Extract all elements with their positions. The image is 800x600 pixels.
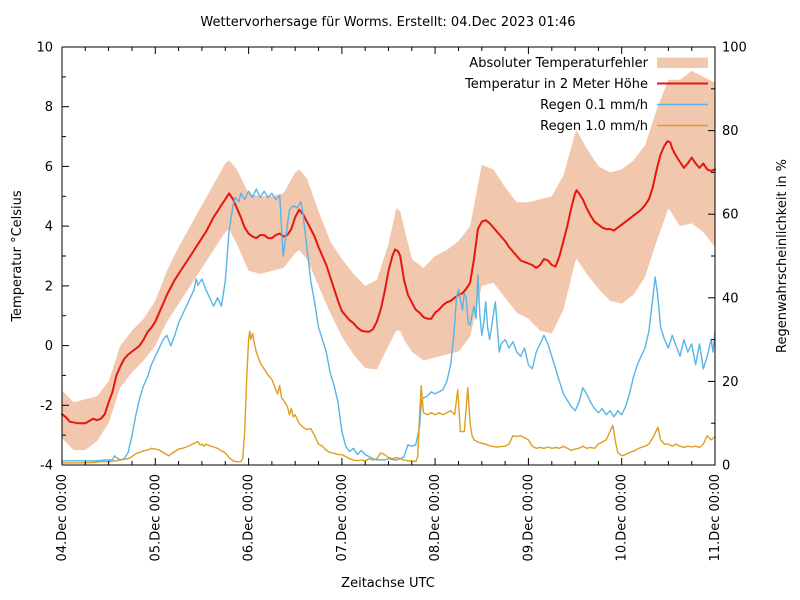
- x-tick-label: 08.Dec 00:00: [428, 474, 443, 561]
- y-left-axis-title: Temperatur °Celsius: [10, 190, 25, 323]
- x-tick-label: 10.Dec 00:00: [615, 474, 630, 561]
- legend-label-error-band: Absoluter Temperaturfehler: [469, 56, 648, 71]
- plot-content: 04.Dec 00:00 05.Dec 00:00 06.Dec 00:00 07.D…: [36, 41, 746, 562]
- legend-label-temperature: Temperatur in 2 Meter Höhe: [464, 77, 648, 92]
- x-tick-labels: 04.Dec 00:00 05.Dec 00:00 06.Dec 00:00 07.D…: [55, 474, 723, 561]
- y-right-tick-labels: 100 80 60 40 20 0: [722, 41, 747, 474]
- y-left-tick-label: 10: [36, 41, 53, 56]
- y-left-tick-label: -4: [40, 459, 53, 474]
- y-left-tick-label: 6: [45, 160, 53, 175]
- y-right-tick-label: 40: [722, 291, 739, 306]
- x-tick-label: 09.Dec 00:00: [521, 474, 536, 561]
- legend-samples: [657, 57, 708, 127]
- y-left-tick-label: 8: [45, 100, 53, 115]
- plot-border: [61, 46, 716, 466]
- y-right-tick-label: 0: [722, 459, 730, 474]
- rain-01-line: [61, 188, 716, 462]
- temperature-error-band: [62, 70, 715, 451]
- x-tick-label: 05.Dec 00:00: [148, 474, 163, 561]
- y-left-tick-label: -2: [40, 399, 53, 414]
- y-left-tick-label: 4: [45, 220, 53, 235]
- x-tick-label: 11.Dec 00:00: [708, 474, 723, 561]
- x-tick-label: 07.Dec 00:00: [335, 474, 350, 561]
- y-left-tick-labels: 10 8 6 4 2 0 -2 -4: [36, 41, 53, 474]
- x-tick-label: 04.Dec 00:00: [55, 474, 70, 561]
- legend-label-rain-10: Regen 1.0 mm/h: [540, 119, 648, 134]
- y-left-tick-label: 2: [45, 279, 53, 294]
- legend: Absoluter Temperaturfehler Temperatur in…: [464, 56, 708, 134]
- y-right-tick-label: 100: [722, 41, 747, 56]
- x-axis-title: Zeitachse UTC: [341, 576, 435, 591]
- y-right-tick-label: 60: [722, 208, 739, 223]
- y-right-axis-title: Regenwahrscheinlichkeit in %: [775, 159, 790, 353]
- y-left-tick-label: 0: [45, 339, 53, 354]
- x-tick-label: 06.Dec 00:00: [242, 474, 257, 561]
- chart-title: Wettervorhersage für Worms. Erstellt: 04…: [200, 15, 575, 30]
- legend-swatch-error-band: [657, 57, 708, 68]
- rain-10-line: [61, 330, 716, 464]
- y-right-tick-label: 80: [722, 124, 739, 139]
- temperature-line: [61, 140, 716, 425]
- legend-label-rain-01: Regen 0.1 mm/h: [540, 98, 648, 113]
- y-right-tick-label: 20: [722, 375, 739, 390]
